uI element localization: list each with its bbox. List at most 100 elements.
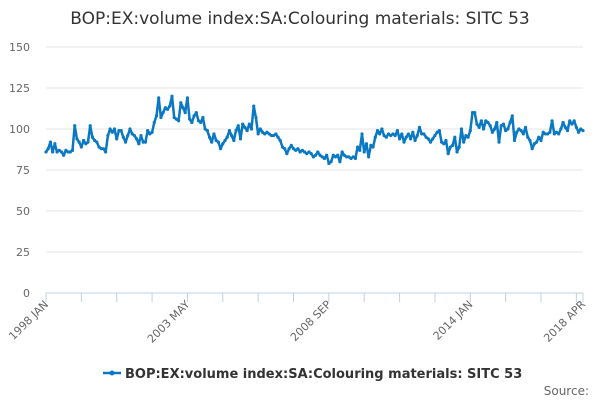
data-point[interactable] [234,129,238,133]
data-point[interactable] [552,132,556,136]
data-point[interactable] [404,135,408,139]
data-point[interactable] [212,132,216,136]
data-point[interactable] [181,106,185,110]
data-point[interactable] [422,132,426,136]
data-point[interactable] [267,132,271,136]
data-point[interactable] [488,124,492,128]
data-point[interactable] [477,125,481,129]
data-point[interactable] [320,155,324,159]
data-point[interactable] [62,153,66,157]
data-point[interactable] [68,150,72,154]
data-point[interactable] [163,106,167,110]
data-point[interactable] [504,129,508,133]
data-point[interactable] [179,101,183,105]
data-point[interactable] [196,119,201,123]
data-point[interactable] [256,132,260,136]
data-point[interactable] [530,147,534,151]
data-point[interactable] [327,161,331,166]
data-point[interactable] [546,132,550,136]
data-point[interactable] [274,132,278,136]
data-point[interactable] [88,124,92,128]
data-point[interactable] [534,140,539,144]
data-point[interactable] [192,114,196,118]
data-point[interactable] [269,133,274,138]
data-point[interactable] [135,137,139,141]
data-point[interactable] [75,137,79,141]
data-point[interactable] [389,133,393,138]
data-point[interactable] [48,140,53,144]
data-point[interactable] [128,127,132,131]
data-point[interactable] [360,132,364,136]
data-point[interactable] [338,160,342,164]
data-point[interactable] [528,138,532,143]
data-point[interactable] [148,132,152,136]
data-point[interactable] [241,122,245,126]
data-point[interactable] [307,150,311,154]
data-point[interactable] [475,122,479,126]
data-point[interactable] [203,127,207,131]
data-point[interactable] [543,132,548,136]
data-point[interactable] [214,138,218,143]
data-point[interactable] [581,129,585,133]
data-point[interactable] [369,143,373,147]
data-point[interactable] [66,150,70,154]
data-point[interactable] [468,129,472,133]
data-point[interactable] [393,133,397,138]
data-point[interactable] [245,129,249,133]
data-point[interactable] [437,129,441,133]
data-point[interactable] [391,132,395,136]
data-point[interactable] [309,152,313,156]
data-point[interactable] [168,104,172,108]
data-point[interactable] [574,125,578,129]
data-point[interactable] [506,127,510,131]
data-point[interactable] [568,119,572,123]
data-point[interactable] [316,150,320,154]
data-point[interactable] [490,130,494,134]
data-point[interactable] [230,133,234,138]
data-point[interactable] [108,127,112,131]
data-point[interactable] [263,132,267,136]
data-point[interactable] [119,129,123,133]
data-point[interactable] [395,129,399,133]
data-point[interactable] [400,132,404,136]
data-point[interactable] [333,155,338,159]
data-point[interactable] [314,153,318,157]
data-point[interactable] [287,147,291,151]
data-point[interactable] [415,133,419,138]
data-point[interactable] [397,137,402,141]
data-point[interactable] [493,127,497,131]
data-point[interactable] [117,129,121,133]
data-point[interactable] [417,125,422,129]
data-point[interactable] [532,142,536,146]
data-point[interactable] [79,145,83,149]
data-point[interactable] [291,147,296,151]
data-point[interactable] [444,138,448,143]
data-point[interactable] [380,127,384,131]
data-point[interactable] [221,142,225,146]
data-point[interactable] [258,127,262,131]
data-point[interactable] [90,135,95,139]
data-point[interactable] [426,137,430,141]
data-point[interactable] [406,132,411,136]
data-point[interactable] [302,150,307,154]
data-point[interactable] [115,137,119,141]
data-point[interactable] [183,111,187,115]
data-point[interactable] [517,127,521,131]
data-point[interactable] [289,143,293,147]
data-point[interactable] [420,132,424,136]
data-point[interactable] [433,133,437,138]
data-point[interactable] [99,147,103,151]
data-point[interactable] [484,119,488,123]
data-point[interactable] [519,129,523,133]
data-point[interactable] [510,114,514,118]
data-point[interactable] [174,117,178,121]
data-point[interactable] [104,150,108,154]
data-point[interactable] [110,130,114,134]
data-point[interactable] [382,133,386,138]
data-point[interactable] [132,133,136,138]
data-point[interactable] [331,153,335,157]
data-point[interactable] [44,150,48,154]
data-point[interactable] [570,122,574,126]
data-point[interactable] [455,150,459,154]
data-point[interactable] [431,137,435,141]
